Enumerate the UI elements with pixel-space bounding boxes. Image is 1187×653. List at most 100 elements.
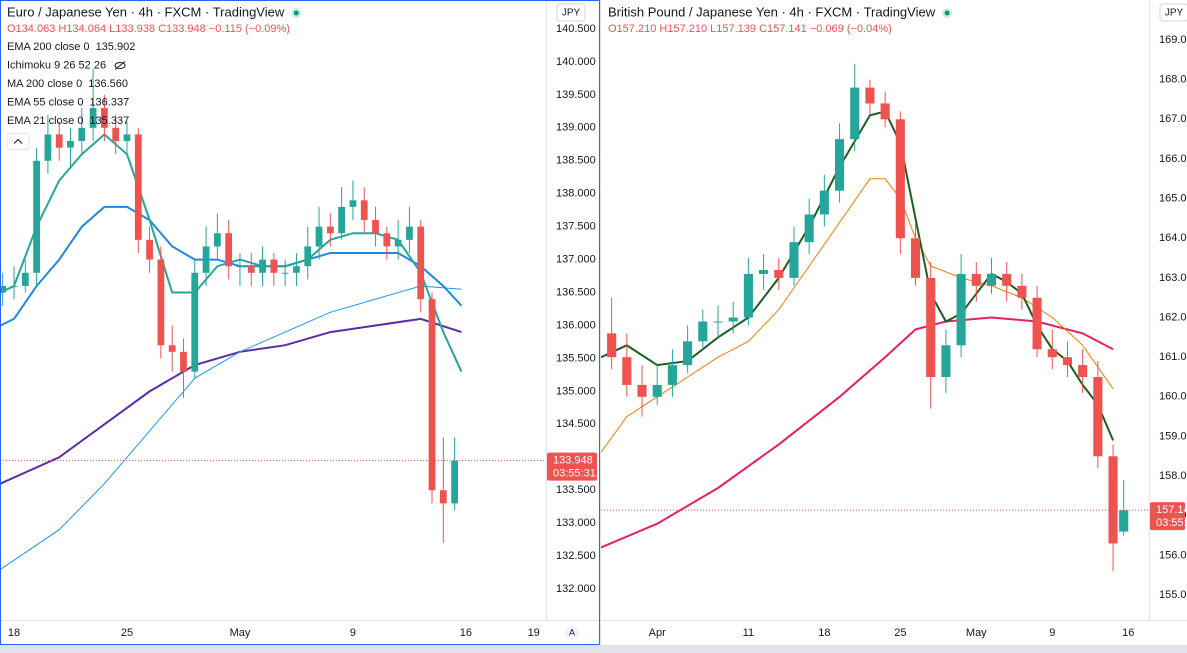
y-tick-label: 133.500 xyxy=(556,484,596,496)
candle-body xyxy=(67,140,74,148)
candle-body xyxy=(112,127,120,141)
y-tick-label: 168.000 xyxy=(1159,74,1187,86)
y-tick-label: 137.000 xyxy=(556,254,596,266)
candle-body xyxy=(759,269,769,274)
y-tick-label: 161.000 xyxy=(1159,351,1187,363)
y-tick-label: 139.500 xyxy=(556,89,596,101)
status-dot-core xyxy=(293,10,299,16)
countdown: 03:55:31 xyxy=(553,468,596,480)
candle-body xyxy=(225,233,233,267)
candle-body xyxy=(281,272,289,274)
candle-body xyxy=(33,160,40,273)
legend-name[interactable]: MA 200 close 0 xyxy=(7,78,82,90)
candle-body xyxy=(607,333,617,358)
candle-body xyxy=(406,226,413,240)
candle-body xyxy=(168,345,176,352)
candle-body xyxy=(236,266,244,268)
candle-body xyxy=(834,139,845,191)
y-tick-label: 159.000 xyxy=(1159,430,1187,442)
x-tick-label: 25 xyxy=(121,627,133,639)
y-tick-label: 169.000 xyxy=(1159,34,1187,46)
chart-panel: 132.000132.500133.000133.500134.000134.5… xyxy=(0,0,599,640)
plot-area xyxy=(0,68,545,570)
countdown: 03:55:31 xyxy=(1156,517,1187,529)
candle-body xyxy=(1108,456,1118,544)
y-tick-label: 138.000 xyxy=(556,188,596,200)
x-tick-label: Apr xyxy=(649,627,666,639)
candle-body xyxy=(180,351,187,372)
y-tick-label: 155.000 xyxy=(1159,589,1187,601)
candle-body xyxy=(789,242,799,278)
candle-body xyxy=(293,266,300,273)
y-tick-label: 163.000 xyxy=(1159,272,1187,284)
x-tick-label: 18 xyxy=(818,627,830,639)
currency-button[interactable] xyxy=(556,3,586,22)
indicator-line xyxy=(601,178,1114,453)
ohlc-values: O157.210 H157.210 L157.139 C157.141 −0.0… xyxy=(608,23,892,35)
candle-body xyxy=(213,233,221,247)
y-tick-label: 137.500 xyxy=(556,221,596,233)
candle-body xyxy=(910,238,921,278)
last-price-label: 157.141 xyxy=(1156,504,1187,516)
y-tick-label: 132.500 xyxy=(556,550,596,562)
candle-body xyxy=(55,134,63,148)
currency-label: JPY xyxy=(1165,8,1184,19)
candle-body xyxy=(191,272,199,372)
legend-name[interactable]: EMA 200 close 0 xyxy=(7,41,90,53)
legend-value: 135.902 xyxy=(96,41,136,53)
plot-area xyxy=(601,63,1148,572)
currency-label: JPY xyxy=(562,8,581,19)
currency-button[interactable] xyxy=(1159,3,1187,22)
auto-scale-button[interactable] xyxy=(565,626,579,640)
candle-body xyxy=(926,277,936,377)
candle-body xyxy=(956,273,966,346)
candle-body xyxy=(134,134,142,240)
candle-body xyxy=(1017,285,1027,298)
x-tick-label: 19 xyxy=(528,627,540,639)
y-tick-label: 132.000 xyxy=(556,583,596,595)
candle-body xyxy=(439,490,447,504)
y-tick-label: 133.000 xyxy=(556,517,596,529)
indicator-line xyxy=(0,285,462,570)
candle-body xyxy=(101,108,108,128)
candle-body xyxy=(986,273,997,286)
legend-name[interactable]: EMA 55 close 0 xyxy=(7,96,83,108)
candle-body xyxy=(360,200,368,221)
indicator-line xyxy=(601,110,1115,441)
y-tick-label: 160.000 xyxy=(1159,391,1187,403)
candle-body xyxy=(880,103,890,120)
legend-value: 136.337 xyxy=(89,96,129,108)
candle-body xyxy=(157,259,165,346)
candle-body xyxy=(123,134,131,141)
candle-body xyxy=(622,357,632,385)
candle-body xyxy=(451,460,459,504)
candle-body xyxy=(743,273,753,318)
candle-body xyxy=(21,272,29,286)
candle-body xyxy=(428,299,436,491)
x-tick-label: 16 xyxy=(1122,627,1134,639)
indicator-line xyxy=(601,316,1114,549)
y-tick-label: 135.000 xyxy=(556,385,596,397)
legend-name[interactable]: Ichimoku 9 26 52 26 xyxy=(7,59,106,71)
candle-body xyxy=(1062,357,1073,366)
candle-body xyxy=(941,345,951,377)
y-tick-label: 140.000 xyxy=(556,56,596,68)
y-tick-label: 136.500 xyxy=(556,286,596,298)
candle-body xyxy=(383,233,391,247)
candle-body xyxy=(349,200,357,207)
candle-body xyxy=(1119,510,1129,532)
candle-body xyxy=(78,127,86,141)
y-tick-label: 136.000 xyxy=(556,319,596,331)
visibility-strike xyxy=(114,61,126,70)
y-tick-label: 135.500 xyxy=(556,352,596,364)
candle-body xyxy=(652,384,662,397)
legend-name[interactable]: EMA 21 close 0 xyxy=(7,115,83,127)
x-tick-label: 9 xyxy=(350,627,356,639)
y-tick-label: 140.500 xyxy=(556,23,596,35)
legend-collapse[interactable] xyxy=(6,133,30,150)
y-tick-label: 158.000 xyxy=(1159,470,1187,482)
visibility-icon[interactable] xyxy=(114,62,126,69)
x-tick-label: 9 xyxy=(1049,627,1055,639)
candle-body xyxy=(259,259,266,273)
